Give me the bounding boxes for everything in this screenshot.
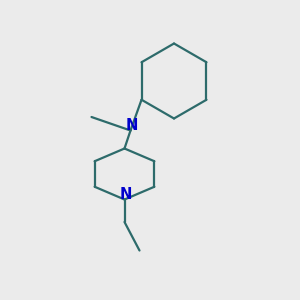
Text: N: N — [120, 187, 132, 202]
Text: N: N — [126, 118, 138, 134]
